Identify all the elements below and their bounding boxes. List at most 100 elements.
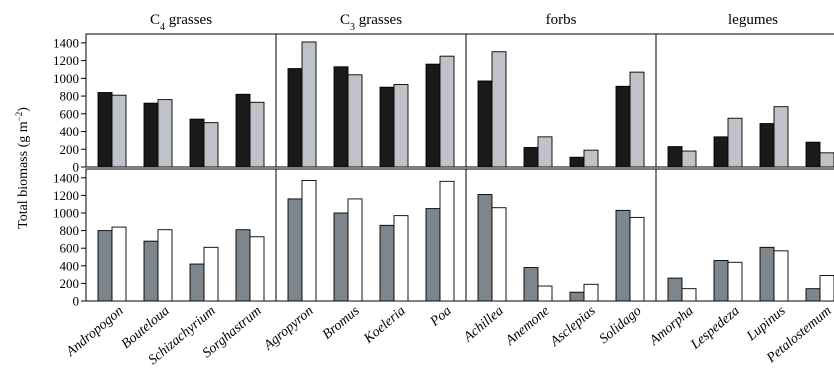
- bar-r0-Andropogon-0: [97, 92, 113, 168]
- bar-r0-Lespedeza-1: [727, 117, 743, 168]
- bar-r1-Poa-1: [439, 180, 455, 302]
- y-tick-label-r1-5: 1000: [53, 206, 79, 221]
- y-tick-label-r0-4: 800: [60, 89, 80, 104]
- bar-r1-Koeleria-0: [379, 224, 395, 302]
- species-label-bromus: Bromus: [320, 303, 363, 343]
- bar-r0-Petalostemum-0: [805, 141, 821, 168]
- bar-r0-Solidago-1: [629, 71, 645, 168]
- species-label-achillea: Achillea: [460, 304, 506, 346]
- y-tick-label-r1-1: 200: [60, 276, 80, 291]
- bar-r1-Bromus-0: [333, 212, 349, 302]
- bar-r1-Lespedeza-0: [713, 260, 729, 302]
- bar-r0-Andropogon-1: [111, 94, 127, 168]
- group-title-1: C3 grasses: [340, 12, 402, 33]
- bar-r0-Anemone-1: [537, 136, 553, 168]
- bar-r1-Asclepias-0: [569, 291, 585, 302]
- species-label-agropyron: Agropyron: [260, 304, 316, 354]
- bar-r1-Schizachyrium-1: [203, 246, 219, 302]
- bar-r0-Poa-0: [425, 63, 441, 168]
- y-tick-label-r0-1: 200: [60, 142, 80, 157]
- bar-r0-Schizachyrium-0: [189, 118, 205, 168]
- bar-r1-Petalostemum-1: [819, 275, 834, 302]
- bar-r0-Koeleria-1: [393, 84, 409, 168]
- species-label-asclepias: Asclepias: [547, 303, 599, 350]
- species-label-andropogon: Andropogon: [63, 304, 127, 361]
- bar-r1-Solidago-0: [615, 209, 631, 302]
- bar-r1-Lupinus-0: [759, 246, 775, 302]
- y-tick-label-r1-0: 0: [73, 294, 80, 309]
- bar-r1-Amorpha-1: [681, 288, 697, 302]
- group-title-3: legumes: [728, 12, 778, 28]
- bar-r0-Amorpha-1: [681, 150, 697, 168]
- bar-r1-Amorpha-0: [667, 277, 683, 302]
- group-title-2: forbs: [546, 12, 577, 28]
- bar-r0-Bouteloua-0: [143, 102, 159, 168]
- species-labels: AndropogonBoutelouaSchizachyriumSorghast…: [63, 303, 834, 368]
- bar-r1-Agropyron-0: [287, 198, 303, 302]
- y-tick-label-r1-3: 600: [60, 241, 80, 256]
- bar-r0-Poa-1: [439, 55, 455, 168]
- bar-r1-Andropogon-1: [111, 226, 127, 302]
- bar-r0-Anemone-0: [523, 147, 539, 168]
- y-tick-label-r1-6: 1200: [53, 188, 79, 203]
- y-tick-label-r0-5: 1000: [53, 71, 79, 86]
- y-axis-title: Total biomass (g m−2): [14, 107, 31, 229]
- bar-r1-Anemone-0: [523, 267, 539, 302]
- bar-r0-Asclepias-0: [569, 156, 585, 168]
- y-tick-label-r0-6: 1200: [53, 53, 79, 68]
- bar-r1-Anemone-1: [537, 285, 553, 302]
- bar-r1-Bouteloua-1: [157, 229, 173, 302]
- y-tick-label-r1-2: 400: [60, 258, 80, 273]
- bar-r1-Sorghastrum-0: [235, 229, 251, 302]
- bar-r0-Bouteloua-1: [157, 99, 173, 168]
- bar-r0-Achillea-1: [491, 51, 507, 168]
- bar-r1-Asclepias-1: [583, 283, 599, 302]
- bar-r1-Lespedeza-1: [727, 261, 743, 302]
- bar-r0-Asclepias-1: [583, 149, 599, 168]
- y-tick-label-r0-0: 0: [73, 160, 80, 175]
- y-tick-label-r0-7: 1400: [53, 35, 79, 50]
- species-label-koeleria: Koeleria: [361, 304, 409, 348]
- bar-r0-Petalostemum-1: [819, 152, 834, 168]
- bar-r1-Sorghastrum-1: [249, 236, 265, 302]
- bar-r0-Lupinus-1: [773, 106, 789, 168]
- bar-r1-Andropogon-0: [97, 230, 113, 302]
- bar-r1-Achillea-1: [491, 207, 507, 302]
- bar-r1-Petalostemum-0: [805, 288, 821, 302]
- bar-r0-Bromus-0: [333, 66, 349, 168]
- bar-r0-Bromus-1: [347, 74, 363, 168]
- panel-frame-r0-g3: [655, 33, 834, 168]
- bar-r0-Schizachyrium-1: [203, 122, 219, 168]
- species-label-poa: Poa: [427, 304, 455, 331]
- bar-r1-Achillea-0: [477, 194, 493, 302]
- bar-r0-Achillea-0: [477, 80, 493, 168]
- species-label-anemone: Anemone: [502, 304, 552, 350]
- bar-r1-Poa-0: [425, 208, 441, 302]
- y-tick-label-r0-3: 600: [60, 106, 80, 121]
- y-tick-label-r0-2: 400: [60, 124, 80, 139]
- bar-r1-Schizachyrium-0: [189, 263, 205, 302]
- bar-r1-Bouteloua-0: [143, 240, 159, 302]
- bar-r1-Bromus-1: [347, 198, 363, 302]
- bar-r0-Amorpha-0: [667, 146, 683, 168]
- y-tick-label-r1-4: 800: [60, 223, 80, 238]
- bar-r0-Agropyron-0: [287, 68, 303, 168]
- bar-r0-Sorghastrum-1: [249, 101, 265, 168]
- group-titles: C4 grasses C3 grasses forbs legumes: [150, 12, 778, 33]
- group-title-0: C4 grasses: [150, 12, 212, 33]
- species-label-solidago: Solidago: [597, 304, 645, 347]
- bar-r1-Solidago-1: [629, 216, 645, 302]
- bar-r1-Agropyron-1: [301, 179, 317, 302]
- y-tick-label-r1-7: 1400: [53, 170, 79, 185]
- bar-r0-Sorghastrum-0: [235, 93, 251, 168]
- bar-r1-Lupinus-1: [773, 250, 789, 302]
- bar-r0-Lupinus-0: [759, 123, 775, 168]
- bar-r0-Agropyron-1: [301, 41, 317, 168]
- bar-r0-Koeleria-0: [379, 86, 395, 168]
- bar-r0-Lespedeza-0: [713, 136, 729, 168]
- bar-r0-Solidago-0: [615, 85, 631, 168]
- y-axis: 0200400600800100012001400020040060080010…: [53, 35, 86, 309]
- chart-panels: [85, 33, 834, 302]
- species-label-lespedeza: Lespedeza: [687, 304, 742, 354]
